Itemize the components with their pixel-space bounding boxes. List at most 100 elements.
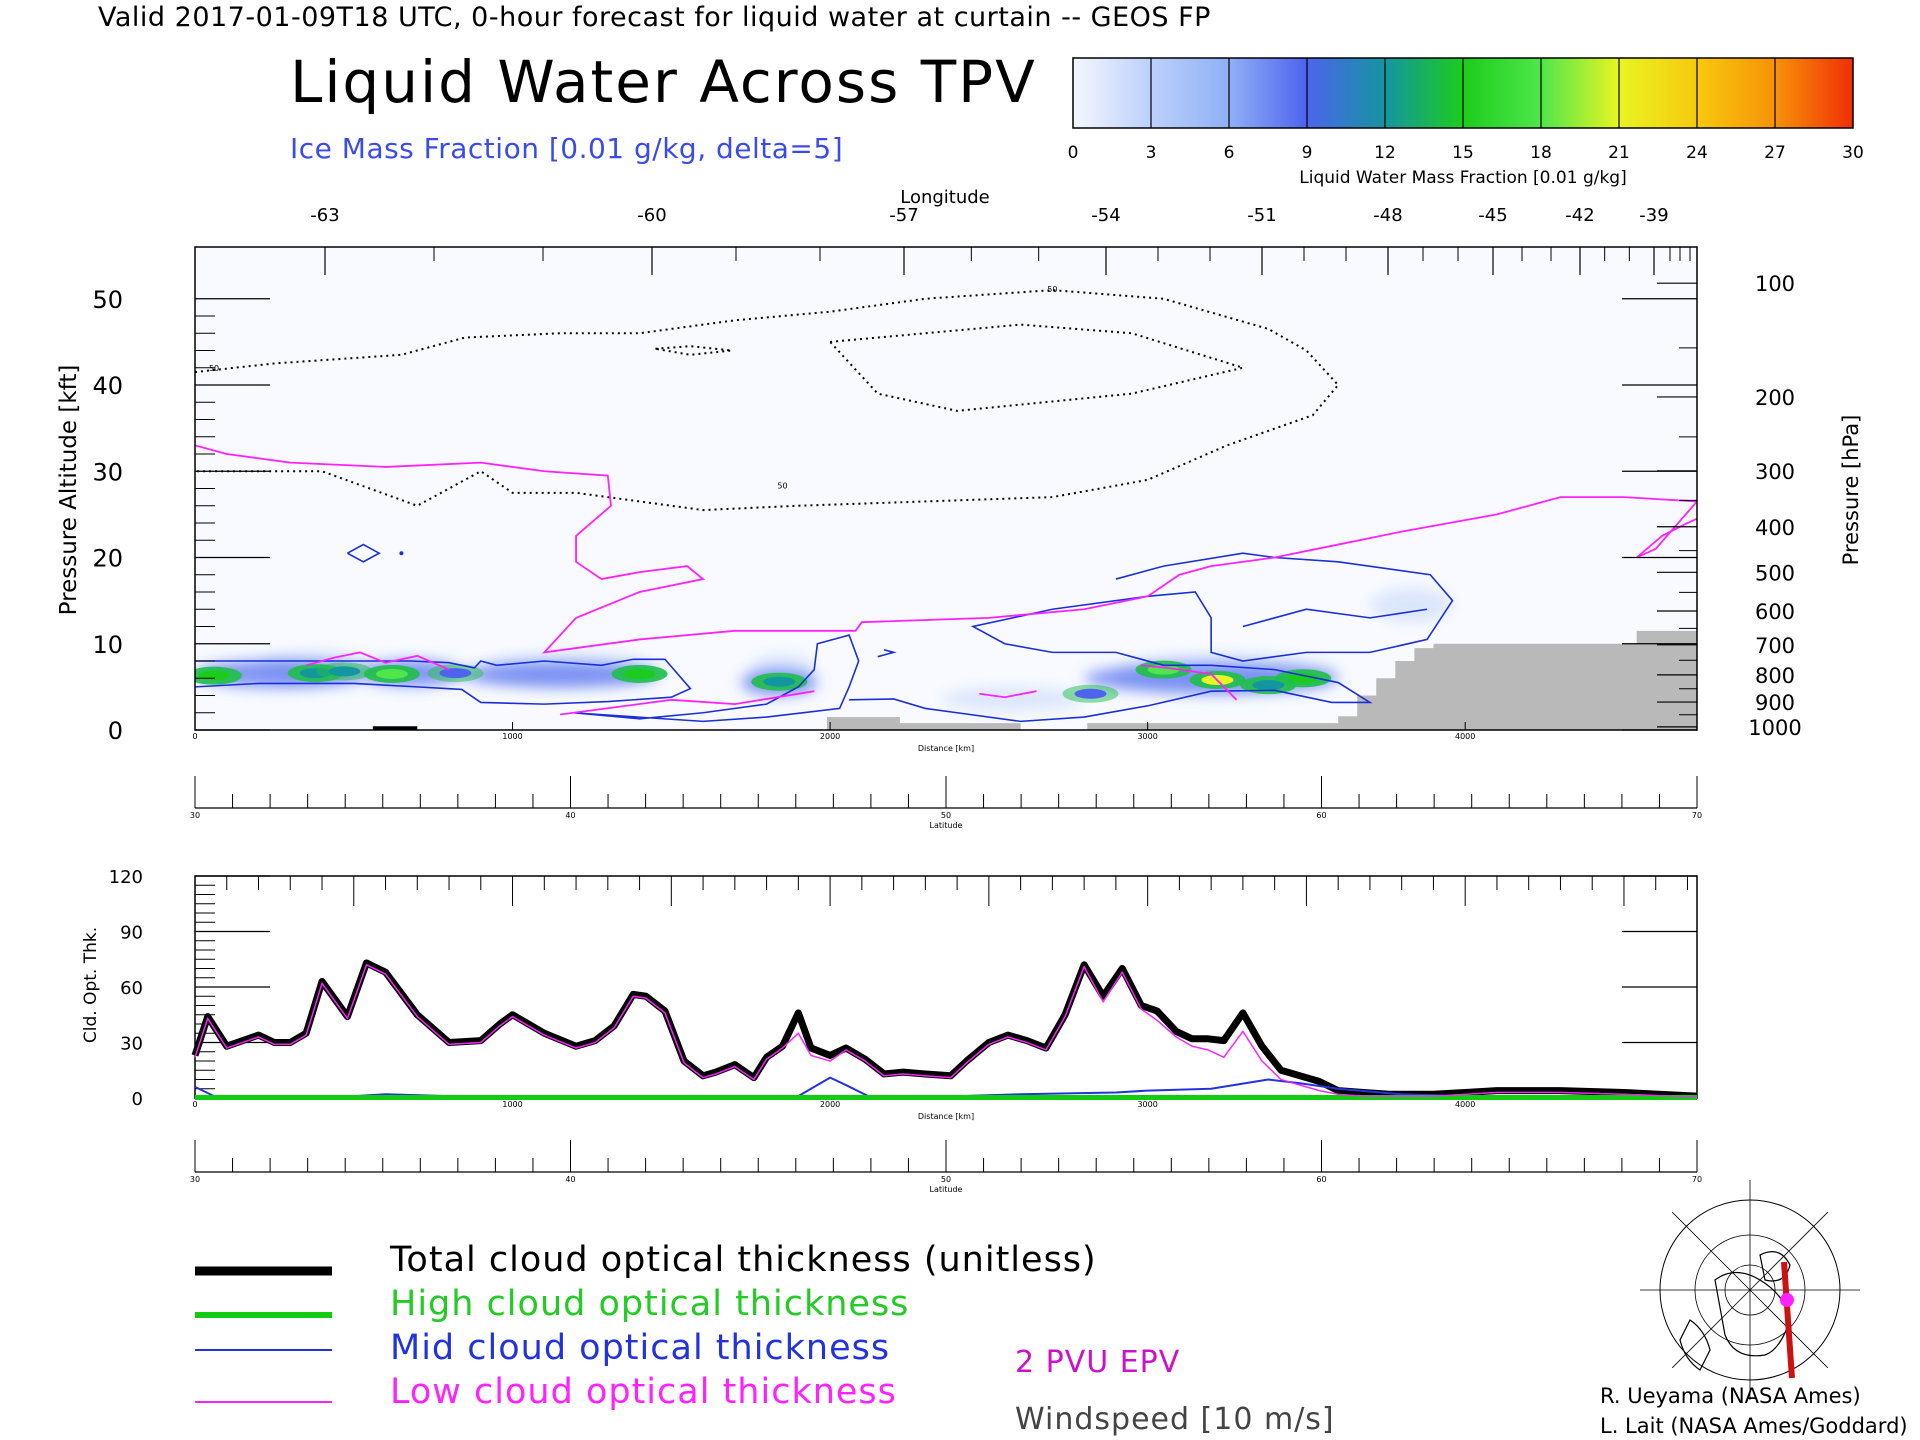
x-tick-label: 1000 xyxy=(502,732,522,741)
longitude-tick-label: -42 xyxy=(1565,205,1594,226)
colorbar-tick-label: 9 xyxy=(1302,143,1313,163)
epv-2pvu-line xyxy=(195,444,1697,654)
pressure-tick-label: 100 xyxy=(1755,272,1795,296)
longitude-tick-label: -39 xyxy=(1639,205,1668,226)
longitude-tick-label: -54 xyxy=(1091,205,1120,226)
ice-contour-label: 50 xyxy=(209,364,219,373)
colorbar-tick-label: 0 xyxy=(1068,143,1079,163)
latitude-tick-label: 60 xyxy=(1316,811,1326,820)
liquid-water-blob xyxy=(1240,676,1297,695)
map-curtain-track xyxy=(1781,1261,1795,1379)
latitude-tick-label: 60 xyxy=(1316,1175,1326,1184)
ice-contour-label: 50 xyxy=(777,482,787,491)
liquid-water-blob xyxy=(316,662,373,681)
y-axis-label: Cld. Opt. Thk. xyxy=(81,927,101,1043)
ice-contour-label: 50 xyxy=(1047,285,1057,294)
latitude-axis-label: Latitude xyxy=(930,821,963,830)
latitude-tick-label: 30 xyxy=(190,811,200,820)
y-tick-label: 30 xyxy=(92,458,123,486)
map-meridian xyxy=(1671,1289,1751,1369)
x-tick-label: 3000 xyxy=(1137,732,1157,741)
ice-wash-region xyxy=(941,686,1085,711)
latitude-tick-label: 50 xyxy=(941,811,951,820)
longitude-tick-label: -45 xyxy=(1478,205,1507,226)
y-tick-label: 0 xyxy=(132,1089,143,1110)
y-tick-label: 0 xyxy=(108,717,123,745)
credit-lait: L. Lait (NASA Ames/Goddard) xyxy=(1600,1414,1908,1438)
colorbar-tick-label: 6 xyxy=(1224,143,1235,163)
liquid-water-blob-core xyxy=(1252,680,1285,691)
mid-cloud-contour xyxy=(1242,608,1428,628)
pressure-axis-label: Pressure [hPa] xyxy=(1839,415,1863,566)
liquid-water-blob xyxy=(751,672,808,691)
liquid-water-region xyxy=(461,662,659,687)
liquid-water-blob xyxy=(427,664,484,683)
x-axis-label: Distance [km] xyxy=(918,744,974,753)
legend-windspeed-label: Windspeed [10 m/s] xyxy=(1015,1402,1335,1437)
total-optical-thickness-line xyxy=(191,959,1698,1100)
pressure-tick-label: 400 xyxy=(1755,516,1795,540)
credit-ueyama: R. Ueyama (NASA Ames) xyxy=(1600,1384,1861,1408)
y-tick-label: 60 xyxy=(120,978,143,999)
mid-cloud-dot xyxy=(399,551,404,556)
latitude-tick-label: 50 xyxy=(941,1175,951,1184)
colorbar-tick-label: 30 xyxy=(1842,143,1864,163)
optical-thickness-frame xyxy=(194,875,1698,1099)
latitude-tick-label: 70 xyxy=(1692,1175,1702,1184)
pressure-tick-label: 500 xyxy=(1755,561,1795,585)
legend-epv-label: 2 PVU EPV xyxy=(1015,1345,1181,1380)
pressure-tick-label: 800 xyxy=(1755,664,1795,688)
valid-time-line: Valid 2017-01-09T18 UTC, 0-hour forecast… xyxy=(98,2,1211,33)
pressure-tick-label: 1000 xyxy=(1748,716,1801,740)
latitude-tick-label: 70 xyxy=(1692,811,1702,820)
legend-high-label: High cloud optical thickness xyxy=(390,1284,910,1324)
map-coastlines xyxy=(1679,1251,1791,1371)
liquid-water-blob-core xyxy=(198,670,231,681)
colorbar-tick-label: 27 xyxy=(1764,143,1786,163)
x-tick-label: 0 xyxy=(192,732,197,741)
pressure-tick-label: 200 xyxy=(1755,386,1795,410)
y-axis-label: Pressure Altitude [kft] xyxy=(56,365,82,616)
locator-map xyxy=(1640,1180,1860,1400)
pressure-tick-label: 600 xyxy=(1755,600,1795,624)
mid-cloud-contour xyxy=(572,634,860,723)
liquid-water-blob-core xyxy=(1074,688,1107,699)
low-optical-thickness-overlay xyxy=(194,963,1698,1098)
liquid-water-blob-core xyxy=(1287,673,1320,684)
mid-cloud-contour xyxy=(347,543,381,563)
liquid-water-blob-core xyxy=(623,668,656,679)
x-tick-label: 4000 xyxy=(1455,1100,1475,1109)
longitude-tick-label: -60 xyxy=(637,205,666,226)
colorbar-tick-label: 12 xyxy=(1374,143,1396,163)
epv-2pvu-line xyxy=(560,690,815,716)
liquid-water-blob xyxy=(1062,684,1119,703)
curtain-plot-area xyxy=(195,247,1697,730)
y-tick-label: 30 xyxy=(120,1034,143,1055)
longitude-tick-label: -51 xyxy=(1247,205,1276,226)
liquid-water-blob xyxy=(363,664,420,683)
mid-cloud-contour xyxy=(877,649,897,658)
colorbar-tick-label: 24 xyxy=(1686,143,1708,163)
x-tick-label: 2000 xyxy=(820,1100,840,1109)
x-tick-label: 3000 xyxy=(1137,1100,1157,1109)
latitude-tick-label: 40 xyxy=(565,811,575,820)
x-axis-label: Distance [km] xyxy=(918,1112,974,1121)
y-tick-label: 120 xyxy=(109,867,143,888)
legend-low-label: Low cloud optical thickness xyxy=(390,1372,897,1412)
map-meridian xyxy=(1671,1211,1751,1291)
liquid-water-blob-core xyxy=(375,668,408,679)
latitude-tick-label: 30 xyxy=(190,1175,200,1184)
liquid-water-blob-core xyxy=(439,668,472,679)
y-tick-label: 50 xyxy=(92,286,123,314)
latitude-axis-label: Latitude xyxy=(930,1185,963,1194)
longitude-tick-label: -57 xyxy=(889,205,918,226)
legend-total-label: Total cloud optical thickness (unitless) xyxy=(390,1240,1097,1280)
ice-contour-subtitle: Ice Mass Fraction [0.01 g/kg, delta=5] xyxy=(290,132,844,165)
epv-2pvu-line xyxy=(1141,664,1238,701)
ice-wash-region xyxy=(1369,587,1453,623)
longitude-axis-label: Longitude xyxy=(900,187,990,208)
colorbar-tick-label: 18 xyxy=(1530,143,1552,163)
map-tpv-marker xyxy=(1780,1293,1794,1307)
legend-mid-label: Mid cloud optical thickness xyxy=(390,1328,891,1368)
